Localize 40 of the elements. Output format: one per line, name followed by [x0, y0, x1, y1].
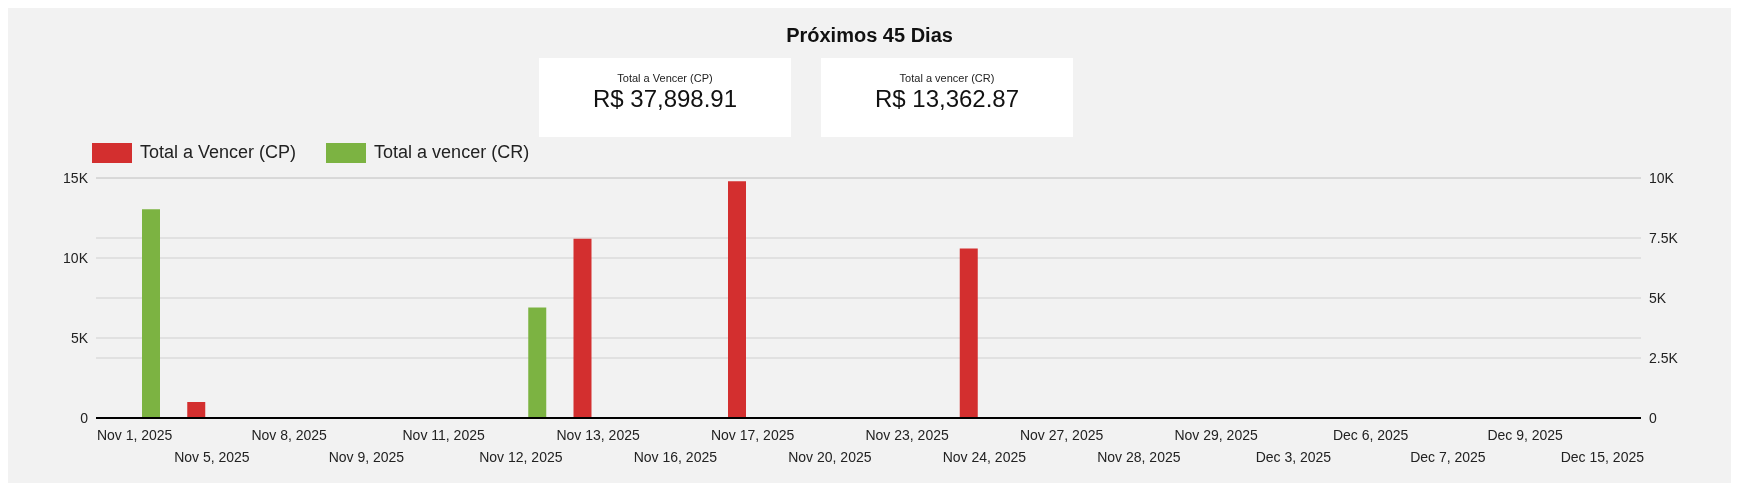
x-tick-label: Nov 1, 2025	[96, 427, 173, 443]
x-tick-label: Nov 13, 2025	[556, 427, 640, 443]
x-tick-label: Nov 11, 2025	[402, 427, 485, 443]
bar	[728, 181, 746, 418]
y-tick-label: 5K	[70, 329, 89, 346]
x-tick-label: Dec 6, 2025	[1332, 427, 1409, 443]
bar	[187, 402, 206, 418]
x-tick-label: Nov 23, 2025	[865, 427, 949, 443]
x-tick-label: Dec 15, 2025	[1560, 449, 1645, 465]
x-tick-label: Nov 20, 2025	[788, 449, 872, 465]
legend-label: Total a Vencer (CP)	[139, 142, 297, 163]
x-tick-label: Dec 9, 2025	[1487, 427, 1564, 443]
x-tick-label: Nov 9, 2025	[328, 449, 405, 465]
y-tick-label: 10K	[63, 249, 89, 266]
x-tick-label: Nov 12, 2025	[479, 449, 563, 465]
chart-title: Próximos 45 Dias	[786, 24, 953, 46]
x-tick-label: Nov 27, 2025	[1019, 427, 1104, 443]
x-tick-label: Nov 8, 2025	[251, 427, 328, 443]
bar	[573, 238, 592, 418]
x-tick-label: Nov 16, 2025	[633, 449, 718, 465]
text: R$ 13,362.87	[873, 85, 1021, 113]
y2-tick-label: 10K	[1649, 169, 1675, 186]
text: Total a vencer (CR)	[898, 72, 996, 84]
legend-label: Total a vencer (CR)	[373, 142, 530, 163]
x-tick-label: Nov 28, 2025	[1097, 449, 1181, 465]
y-tick-label: 0	[80, 409, 89, 426]
x-tick-label: Nov 5, 2025	[174, 449, 250, 465]
x-tick-label: Nov 17, 2025	[710, 427, 795, 443]
x-tick-label: Dec 3, 2025	[1255, 449, 1332, 465]
y-tick-label: 15K	[63, 169, 89, 186]
bar	[959, 248, 978, 418]
text: R$ 37,898.91	[591, 85, 739, 113]
y2-tick-label: 0	[1649, 409, 1657, 426]
y2-tick-label: 5K	[1649, 289, 1667, 306]
text: Total a Vencer (CP)	[616, 72, 714, 84]
x-tick-label: Dec 7, 2025	[1410, 449, 1486, 465]
y2-tick-label: 7.5K	[1649, 229, 1679, 246]
x-tick-label: Nov 24, 2025	[942, 449, 1027, 465]
y2-tick-label: 2.5K	[1649, 349, 1679, 366]
x-tick-label: Nov 29, 2025	[1174, 427, 1258, 443]
